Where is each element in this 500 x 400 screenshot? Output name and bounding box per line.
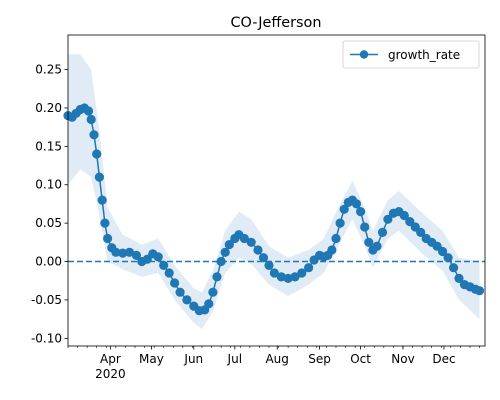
data-point (164, 268, 174, 278)
x-tick-label: Apr (100, 352, 121, 366)
data-point (83, 106, 94, 116)
data-point (170, 278, 180, 288)
y-tick-label: 0.10 (35, 178, 62, 192)
data-point (159, 260, 169, 270)
data-point (94, 172, 104, 182)
y-tick-label: -0.10 (31, 331, 62, 345)
data-point (224, 240, 234, 250)
x-tick-sublabel: 2020 (95, 367, 126, 381)
plot-frame (67, 34, 486, 347)
axes-layer: -0.10 -0.05 0.00 0.05 0.10 0.15 0.20 0.25 Apr202… (31, 34, 486, 381)
y-tick-label: 0.25 (35, 63, 62, 77)
x-tick-label: Jul (227, 352, 242, 366)
x-tick-label: Oct (350, 352, 371, 366)
data-point (124, 247, 135, 257)
data-point (264, 260, 274, 270)
data-point (92, 149, 102, 159)
data-point (220, 247, 230, 257)
data-point (100, 218, 110, 228)
y-tick-label: -0.05 (31, 293, 62, 307)
data-point (304, 263, 314, 273)
data-point (372, 241, 382, 251)
data-point (208, 287, 218, 297)
data-point (335, 218, 345, 228)
data-point (339, 204, 349, 214)
data-point (258, 253, 269, 263)
data-point (269, 268, 279, 278)
x-tick-label: May (139, 352, 164, 366)
data-point (131, 250, 141, 260)
y-tick-label: 0.20 (35, 101, 62, 115)
data-point (89, 130, 99, 140)
x-tick-label: Aug (265, 352, 288, 366)
data-point (474, 286, 485, 296)
data-point (351, 199, 362, 209)
x-tick-label: Jun (183, 352, 203, 366)
y-tick-label: 0.05 (35, 216, 62, 230)
data-point (204, 299, 214, 309)
data-point (327, 245, 337, 255)
data-point (449, 263, 459, 273)
legend-dot-marker (359, 50, 369, 59)
data-point (443, 253, 453, 263)
data-point (103, 233, 113, 244)
x-tick-label: Nov (391, 352, 414, 366)
data-point (360, 222, 370, 232)
data-point (438, 246, 448, 257)
data-point (86, 114, 96, 125)
data-point (356, 207, 366, 217)
y-tick-label: 0.00 (35, 255, 62, 269)
data-point (239, 233, 249, 244)
x-tick-label: Sep (308, 352, 331, 366)
data-point (216, 256, 226, 267)
data-point (377, 227, 388, 237)
data-point (246, 237, 256, 247)
legend-label: growth_rate (388, 48, 460, 62)
confidence-band (68, 54, 480, 330)
data-point (454, 273, 464, 283)
data-point (111, 247, 121, 257)
series-layer (63, 103, 485, 316)
data-point (331, 233, 341, 244)
data-point (97, 195, 107, 205)
data-point (175, 287, 185, 297)
data-point (364, 237, 374, 247)
data-point (153, 252, 163, 262)
data-point (118, 248, 128, 258)
legend: growth_rate (342, 40, 480, 69)
data-point (283, 273, 293, 283)
chart-title: CO-Jefferson (231, 15, 322, 31)
data-point (297, 268, 307, 278)
legend-box (342, 40, 480, 69)
data-point (182, 295, 192, 305)
data-point (416, 227, 426, 237)
data-point (253, 245, 263, 255)
data-point (212, 272, 222, 282)
data-point (383, 214, 393, 224)
data-point (290, 272, 300, 282)
x-tick-label: Dec (432, 352, 455, 366)
confidence-band-layer (68, 54, 480, 330)
y-tick-label: 0.15 (35, 139, 62, 153)
data-point (399, 210, 409, 221)
